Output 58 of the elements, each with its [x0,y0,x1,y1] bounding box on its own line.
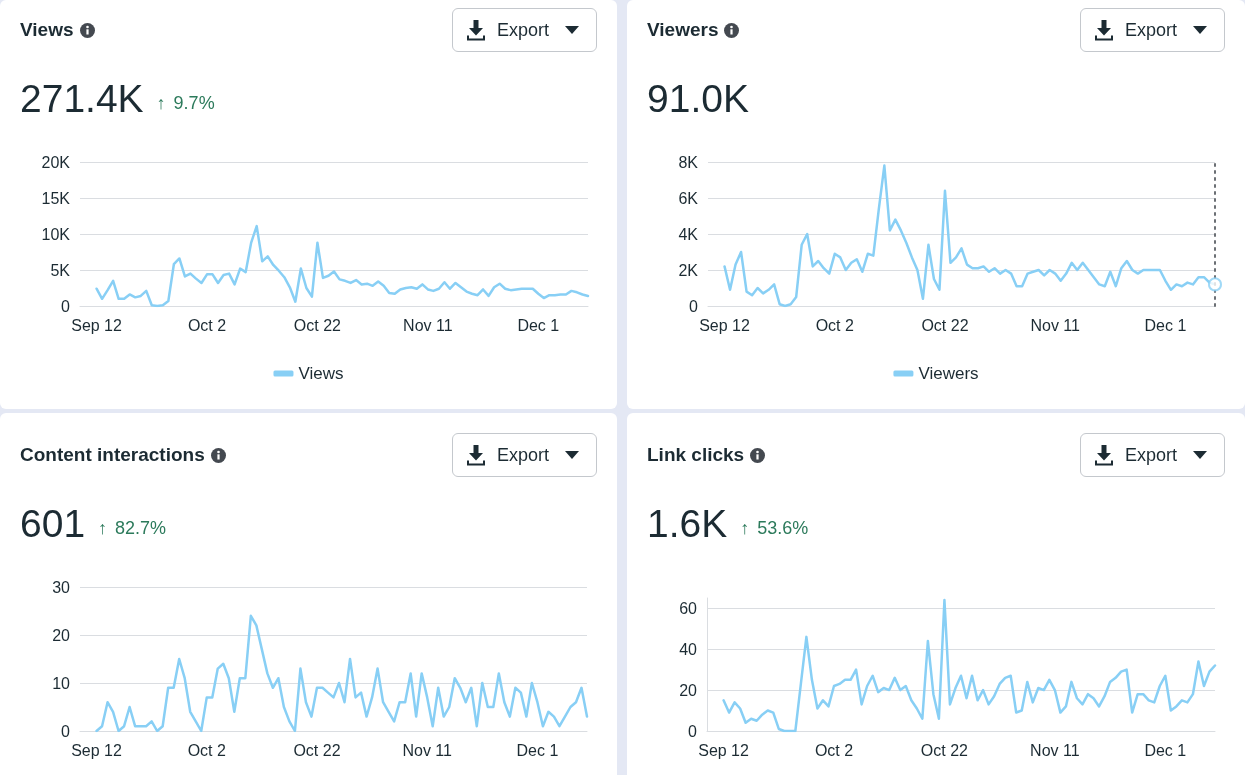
y-tick-label: 15K [41,189,71,207]
x-tick-label: Oct 22 [293,316,342,334]
y-tick-label: 60 [679,599,698,617]
chart-subtitle: 271.4K [20,76,144,122]
legend-label: Views [298,364,344,383]
x-tick-label: Oct 22 [921,316,969,334]
x-tick-label: Oct 2 [187,741,226,759]
x-tick-label: Nov 11 [1030,316,1081,334]
line-series [722,598,1217,733]
y-tick-label: 10K [41,225,71,243]
y-tick-label: 0 [689,297,699,315]
y-tick-label: 20 [679,681,698,699]
x-tick-label: Oct 2 [187,316,227,334]
chart-title: Link clicks [647,444,745,466]
export-button: Export [1080,433,1225,477]
x-tick-label: Sep 12 [71,741,122,759]
chart-title: Views [20,19,74,41]
x-tick-label: Dec 1 [1144,741,1187,759]
y-tick-label: 8K [678,153,699,171]
x-tick-label: Oct 2 [814,741,854,759]
y-tick-label: 20 [52,626,71,644]
y-tick-label: 0 [688,722,698,740]
y-tick-label: 30 [52,578,71,596]
chart-title: Content interactions [20,444,205,466]
chart-subtitle: 91.0K [647,76,749,122]
x-tick-label: Sep 12 [71,316,123,334]
x-tick-label: Sep 12 [698,741,750,759]
x-tick-label: Oct 22 [293,741,341,759]
y-tick-label: 5K [50,261,71,279]
x-tick-label: Dec 1 [516,741,559,759]
y-tick-label: 6K [678,189,699,207]
export-button: Export [452,433,597,477]
text: ↑ 82.7% [98,517,167,540]
x-tick-label: Oct 2 [815,316,854,334]
x-tick-label: Oct 22 [920,741,969,759]
line-series [95,224,590,308]
export-button: Export [1080,8,1225,52]
y-tick-label: 40 [679,640,698,658]
y-tick-label: 2K [678,261,699,279]
text: ↑ 9.7% [156,92,215,115]
line-series [95,614,589,733]
y-tick-label: 10 [52,674,71,692]
legend-label: Viewers [918,364,979,383]
x-tick-label: Nov 11 [402,741,453,759]
text: ↑ 53.6% [740,517,809,540]
y-tick-label: 0 [61,297,71,315]
y-tick-label: 4K [678,225,699,243]
y-tick-label: 20K [41,153,71,171]
chart-subtitle: 1.6K [647,501,728,547]
chart-title: Viewers [647,19,719,41]
x-tick-label: Dec 1 [517,316,560,334]
export-button: Export [452,8,597,52]
x-tick-label: Sep 12 [699,316,750,334]
x-tick-label: Dec 1 [1144,316,1187,334]
chart-subtitle: 601 [20,501,86,547]
x-tick-label: Nov 11 [403,316,453,334]
x-tick-label: Nov 11 [1030,741,1080,759]
y-tick-label: 0 [61,722,71,740]
